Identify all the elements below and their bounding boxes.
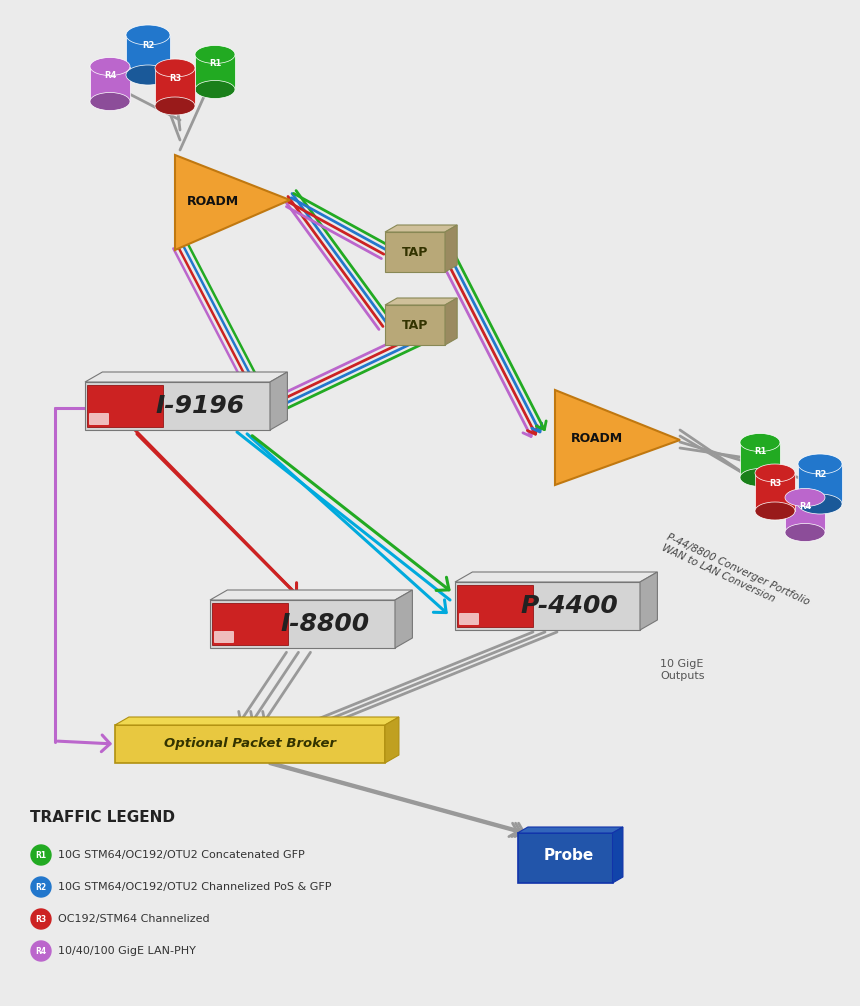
Polygon shape (385, 298, 458, 305)
Text: R3: R3 (769, 479, 781, 488)
Circle shape (31, 941, 51, 961)
Ellipse shape (740, 434, 780, 452)
Text: P-44/8800 Converger Portfolio
WAN to LAN Conversion: P-44/8800 Converger Portfolio WAN to LAN… (660, 532, 811, 618)
FancyBboxPatch shape (195, 54, 235, 90)
Text: Optional Packet Broker: Optional Packet Broker (164, 737, 336, 750)
Ellipse shape (90, 57, 130, 75)
Polygon shape (115, 725, 385, 763)
Polygon shape (445, 298, 458, 345)
Polygon shape (210, 590, 413, 600)
Text: 10G STM64/OC192/OTU2 Concatenated GFP: 10G STM64/OC192/OTU2 Concatenated GFP (58, 850, 304, 860)
FancyBboxPatch shape (90, 66, 130, 102)
Text: 10G STM64/OC192/OTU2 Channelized PoS & GFP: 10G STM64/OC192/OTU2 Channelized PoS & G… (58, 882, 331, 892)
FancyBboxPatch shape (785, 498, 825, 532)
Text: P-4400: P-4400 (521, 594, 618, 618)
Text: R1: R1 (35, 850, 46, 859)
Polygon shape (210, 600, 395, 648)
Ellipse shape (155, 97, 195, 115)
Ellipse shape (740, 469, 780, 487)
Ellipse shape (755, 502, 795, 520)
FancyBboxPatch shape (798, 464, 842, 504)
Text: I-8800: I-8800 (280, 612, 369, 636)
FancyBboxPatch shape (155, 68, 195, 106)
Polygon shape (87, 385, 163, 427)
Polygon shape (555, 390, 680, 485)
Ellipse shape (126, 65, 170, 85)
Text: R3: R3 (35, 914, 46, 924)
Ellipse shape (126, 25, 170, 45)
Circle shape (31, 845, 51, 865)
Text: Probe: Probe (544, 848, 594, 863)
Text: ROADM: ROADM (570, 432, 623, 445)
Polygon shape (445, 225, 458, 272)
Text: 10 GigE
Outputs: 10 GigE Outputs (660, 659, 704, 681)
Circle shape (31, 877, 51, 897)
Polygon shape (455, 582, 640, 630)
Polygon shape (85, 382, 270, 430)
Text: R2: R2 (35, 882, 46, 891)
Text: OC192/STM64 Channelized: OC192/STM64 Channelized (58, 914, 210, 924)
Ellipse shape (755, 464, 795, 482)
FancyBboxPatch shape (755, 473, 795, 511)
Text: R1: R1 (754, 447, 766, 456)
Ellipse shape (90, 93, 130, 111)
Ellipse shape (195, 45, 235, 63)
Polygon shape (612, 827, 623, 883)
Ellipse shape (155, 59, 195, 77)
Ellipse shape (785, 489, 825, 506)
FancyBboxPatch shape (89, 413, 109, 425)
Polygon shape (455, 572, 657, 582)
Polygon shape (385, 717, 399, 763)
Text: R4: R4 (35, 947, 46, 956)
Text: TAP: TAP (402, 319, 428, 332)
Circle shape (31, 909, 51, 929)
Text: I-9196: I-9196 (155, 394, 244, 418)
Text: R4: R4 (799, 502, 811, 510)
Ellipse shape (195, 80, 235, 99)
Polygon shape (518, 833, 612, 883)
Polygon shape (385, 305, 445, 345)
Polygon shape (270, 372, 287, 430)
Text: R2: R2 (142, 40, 154, 49)
Text: TRAFFIC LEGEND: TRAFFIC LEGEND (30, 810, 175, 825)
FancyBboxPatch shape (126, 35, 170, 75)
Text: 10/40/100 GigE LAN-PHY: 10/40/100 GigE LAN-PHY (58, 946, 196, 956)
Polygon shape (115, 717, 399, 725)
Text: R3: R3 (169, 73, 181, 82)
Polygon shape (212, 603, 288, 645)
FancyBboxPatch shape (214, 631, 234, 643)
Polygon shape (395, 590, 413, 648)
Polygon shape (457, 585, 532, 627)
FancyBboxPatch shape (459, 613, 479, 625)
Ellipse shape (798, 494, 842, 514)
Polygon shape (640, 572, 657, 630)
FancyBboxPatch shape (740, 443, 780, 478)
Polygon shape (385, 232, 445, 272)
Text: R2: R2 (814, 470, 826, 479)
Polygon shape (518, 827, 623, 833)
Text: TAP: TAP (402, 245, 428, 259)
Polygon shape (385, 225, 458, 232)
Text: ROADM: ROADM (187, 195, 239, 208)
Text: R4: R4 (104, 70, 116, 79)
Polygon shape (85, 372, 287, 382)
Polygon shape (175, 155, 290, 250)
Ellipse shape (798, 454, 842, 474)
Text: R1: R1 (209, 58, 221, 67)
Ellipse shape (785, 523, 825, 541)
